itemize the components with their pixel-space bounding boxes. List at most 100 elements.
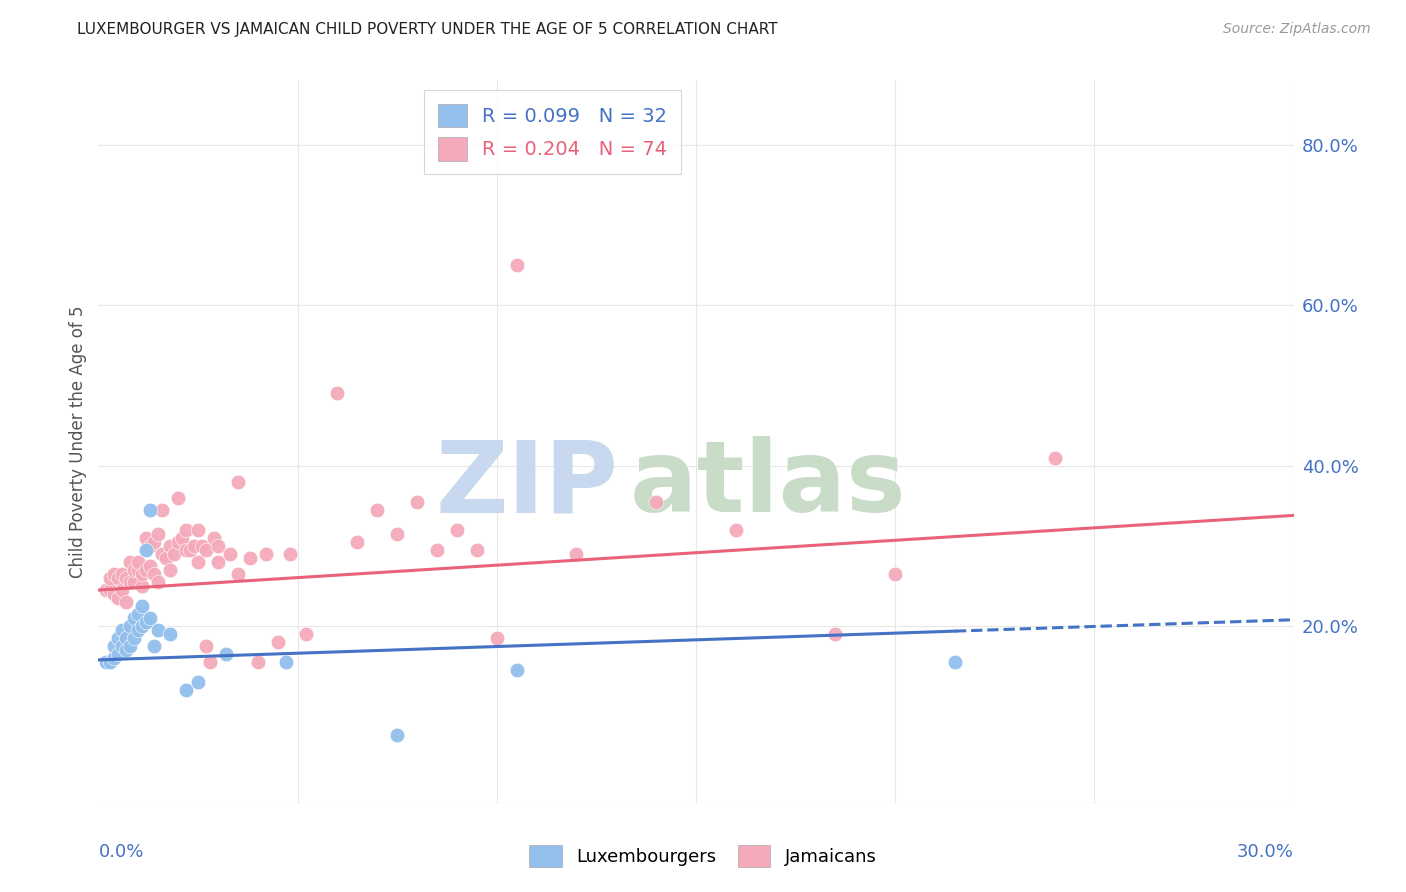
Point xyxy=(103,651,125,665)
Point xyxy=(565,547,588,561)
Point xyxy=(148,574,170,589)
Point xyxy=(159,563,181,577)
Point xyxy=(943,655,966,669)
Point xyxy=(406,494,429,508)
Text: 30.0%: 30.0% xyxy=(1237,843,1294,861)
Point xyxy=(103,639,125,653)
Point xyxy=(96,583,118,598)
Point xyxy=(111,583,134,598)
Point xyxy=(465,542,488,557)
Point xyxy=(346,534,368,549)
Point xyxy=(143,639,166,653)
Point xyxy=(191,539,214,553)
Point xyxy=(135,542,157,557)
Point xyxy=(824,627,846,641)
Point xyxy=(226,475,249,489)
Point xyxy=(167,491,190,505)
Point xyxy=(174,683,197,698)
Point xyxy=(219,547,242,561)
Point xyxy=(385,728,409,742)
Point xyxy=(207,539,229,553)
Point xyxy=(131,567,153,582)
Point xyxy=(226,567,249,582)
Point xyxy=(183,539,205,553)
Point xyxy=(135,563,157,577)
Point xyxy=(724,523,747,537)
Point xyxy=(120,555,142,569)
Point xyxy=(107,632,129,646)
Point xyxy=(139,539,162,553)
Point xyxy=(385,526,409,541)
Point xyxy=(195,639,218,653)
Point xyxy=(150,547,173,561)
Point xyxy=(103,587,125,601)
Point xyxy=(506,664,529,678)
Point xyxy=(135,615,157,630)
Point xyxy=(187,555,209,569)
Text: LUXEMBOURGER VS JAMAICAN CHILD POVERTY UNDER THE AGE OF 5 CORRELATION CHART: LUXEMBOURGER VS JAMAICAN CHILD POVERTY U… xyxy=(77,22,778,37)
Point xyxy=(124,563,146,577)
Text: 0.0%: 0.0% xyxy=(98,843,143,861)
Point xyxy=(246,655,269,669)
Point xyxy=(148,526,170,541)
Point xyxy=(115,632,138,646)
Legend: R = 0.099   N = 32, R = 0.204   N = 74: R = 0.099 N = 32, R = 0.204 N = 74 xyxy=(425,90,681,175)
Point xyxy=(127,607,149,621)
Point xyxy=(150,502,173,516)
Point xyxy=(143,534,166,549)
Point xyxy=(98,571,122,585)
Point xyxy=(131,579,153,593)
Point xyxy=(111,639,134,653)
Point xyxy=(167,534,190,549)
Point xyxy=(254,547,277,561)
Point xyxy=(174,523,197,537)
Point xyxy=(127,623,149,637)
Point xyxy=(294,627,316,641)
Point xyxy=(426,542,449,557)
Point xyxy=(111,623,134,637)
Point xyxy=(115,643,138,657)
Point xyxy=(645,494,668,508)
Point xyxy=(98,583,122,598)
Legend: Luxembourgers, Jamaicans: Luxembourgers, Jamaicans xyxy=(522,838,884,874)
Point xyxy=(274,655,297,669)
Point xyxy=(446,523,468,537)
Point xyxy=(326,386,349,401)
Text: Source: ZipAtlas.com: Source: ZipAtlas.com xyxy=(1223,22,1371,37)
Point xyxy=(506,258,529,272)
Point xyxy=(239,551,262,566)
Point xyxy=(120,619,142,633)
Point xyxy=(96,655,118,669)
Point xyxy=(143,567,166,582)
Point xyxy=(195,542,218,557)
Point xyxy=(120,639,142,653)
Point xyxy=(366,502,388,516)
Point xyxy=(124,632,146,646)
Point xyxy=(1043,450,1066,465)
Point xyxy=(98,655,122,669)
Point xyxy=(103,567,125,582)
Point xyxy=(111,567,134,582)
Point xyxy=(187,523,209,537)
Point xyxy=(198,655,221,669)
Point xyxy=(107,571,129,585)
Point xyxy=(127,563,149,577)
Point xyxy=(124,574,146,589)
Point xyxy=(278,547,301,561)
Point xyxy=(155,551,177,566)
Point xyxy=(159,539,181,553)
Point xyxy=(215,648,238,662)
Text: ZIP: ZIP xyxy=(436,436,619,533)
Point xyxy=(267,635,290,649)
Point xyxy=(107,648,129,662)
Point xyxy=(884,567,907,582)
Point xyxy=(187,675,209,690)
Point xyxy=(115,571,138,585)
Point xyxy=(135,531,157,545)
Point xyxy=(179,542,201,557)
Point xyxy=(131,619,153,633)
Text: atlas: atlas xyxy=(630,436,907,533)
Point xyxy=(139,502,162,516)
Point xyxy=(174,542,197,557)
Point xyxy=(139,611,162,625)
